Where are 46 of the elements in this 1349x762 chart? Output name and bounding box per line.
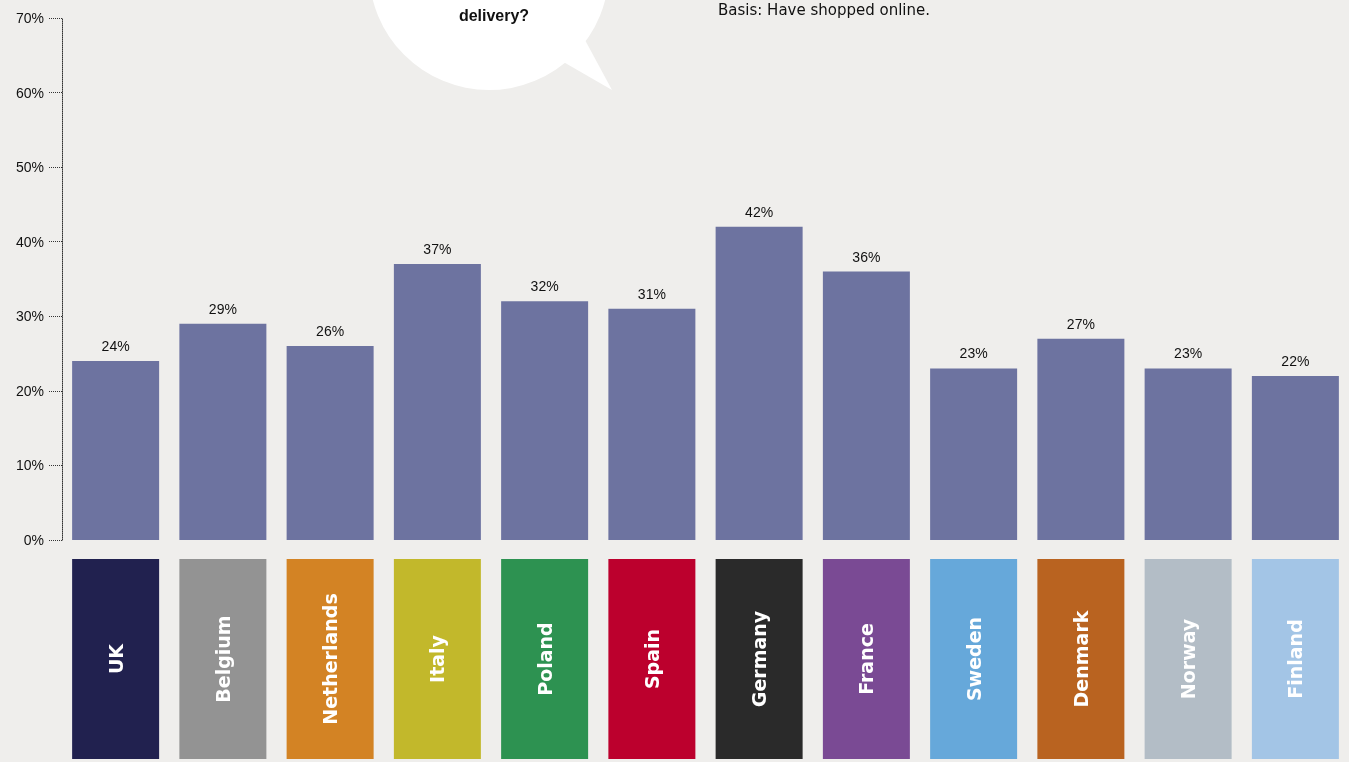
bar bbox=[179, 323, 267, 540]
x-tick-label: Netherlands bbox=[319, 593, 342, 725]
x-tick-label: Norway bbox=[1177, 618, 1200, 700]
data-label: 24% bbox=[101, 338, 130, 355]
bar bbox=[608, 308, 696, 540]
bar bbox=[930, 368, 1018, 540]
data-label: 36% bbox=[852, 248, 881, 265]
bar bbox=[501, 301, 589, 540]
data-label: 42% bbox=[745, 203, 774, 220]
y-tick-label: 70% bbox=[15, 10, 44, 26]
bar bbox=[1251, 375, 1339, 540]
y-tick-label: 50% bbox=[15, 159, 44, 176]
data-label: 23% bbox=[1174, 345, 1203, 362]
x-tick-label: France bbox=[855, 623, 878, 695]
y-tick-label: 10% bbox=[15, 457, 44, 474]
x-tick-label: Germany bbox=[748, 610, 771, 708]
data-label: 29% bbox=[208, 300, 237, 317]
y-tick-label: 30% bbox=[15, 308, 44, 325]
y-tick-label: 40% bbox=[15, 233, 44, 250]
data-label: 23% bbox=[959, 345, 988, 362]
data-label: 22% bbox=[1281, 352, 1310, 369]
x-tick-label: Sweden bbox=[962, 616, 985, 702]
x-tick-label: Italy bbox=[426, 634, 449, 683]
bar bbox=[1037, 338, 1125, 540]
x-tick-label: Denmark bbox=[1069, 610, 1092, 708]
bar bbox=[72, 361, 160, 540]
data-label: 26% bbox=[316, 323, 345, 340]
x-tick-label: UK bbox=[104, 642, 127, 675]
x-tick-label: Belgium bbox=[211, 615, 234, 703]
y-tick-label: 20% bbox=[15, 382, 44, 399]
data-label: 31% bbox=[637, 285, 666, 302]
annotation: Basis: Have shopped online. bbox=[718, 0, 931, 19]
x-tick-label: Finland bbox=[1284, 619, 1307, 699]
data-label: 37% bbox=[423, 241, 452, 258]
bar bbox=[822, 271, 910, 540]
bar bbox=[1144, 368, 1232, 540]
data-label: 27% bbox=[1066, 315, 1095, 332]
bar bbox=[715, 226, 803, 540]
bar bbox=[286, 346, 374, 540]
y-tick-label: 0% bbox=[23, 532, 44, 548]
x-tick-label: Spain bbox=[640, 628, 663, 690]
chart-title: delivery? bbox=[458, 6, 530, 24]
data-label: 32% bbox=[530, 278, 559, 295]
y-tick-label: 60% bbox=[15, 84, 44, 101]
x-tick-label: Poland bbox=[533, 622, 556, 696]
bar bbox=[393, 264, 481, 540]
